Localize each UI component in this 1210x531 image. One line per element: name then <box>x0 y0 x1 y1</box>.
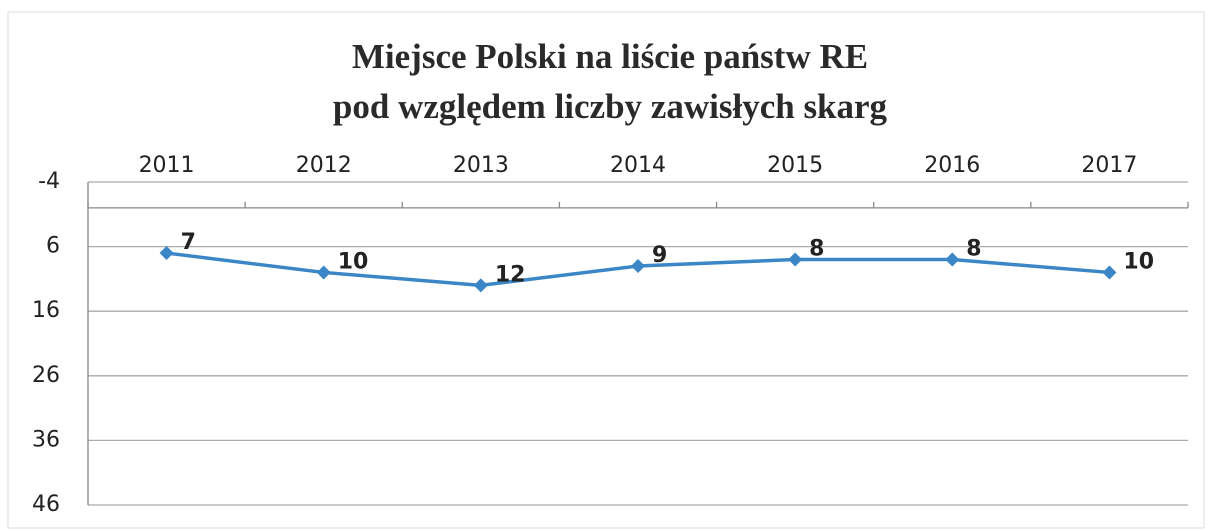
data-point <box>159 246 174 261</box>
data-point <box>945 252 960 267</box>
y-tick-label: 46 <box>32 492 60 517</box>
chart-frame <box>7 11 1205 529</box>
y-tick-label: 6 <box>46 234 60 259</box>
y-tick-label: -4 <box>38 169 60 194</box>
x-tick-label: 2015 <box>767 153 823 178</box>
data-point <box>788 252 803 267</box>
x-tick-label: 2014 <box>610 153 666 178</box>
data-label: 8 <box>966 237 981 262</box>
data-label: 12 <box>495 262 526 287</box>
y-tick-label: 26 <box>32 363 60 388</box>
chart-title: pod względem liczby zawisłych skarg <box>333 87 888 126</box>
data-label: 10 <box>1123 249 1154 274</box>
x-tick-label: 2011 <box>139 153 195 178</box>
data-label: 8 <box>809 237 824 262</box>
data-label: 10 <box>338 249 369 274</box>
y-tick-label: 16 <box>32 298 60 323</box>
data-point <box>631 258 645 273</box>
y-tick-label: 36 <box>32 427 60 452</box>
x-tick-label: 2016 <box>924 153 980 178</box>
x-tick-label: 2013 <box>453 153 509 178</box>
data-label: 9 <box>652 243 667 268</box>
data-label: 7 <box>181 230 196 255</box>
x-tick-label: 2017 <box>1081 153 1137 178</box>
data-point <box>1102 265 1117 280</box>
data-point <box>316 265 331 280</box>
chart-title: Miejsce Polski na liście państw RE <box>352 37 868 76</box>
x-tick-label: 2012 <box>296 153 352 178</box>
data-point <box>473 278 488 293</box>
